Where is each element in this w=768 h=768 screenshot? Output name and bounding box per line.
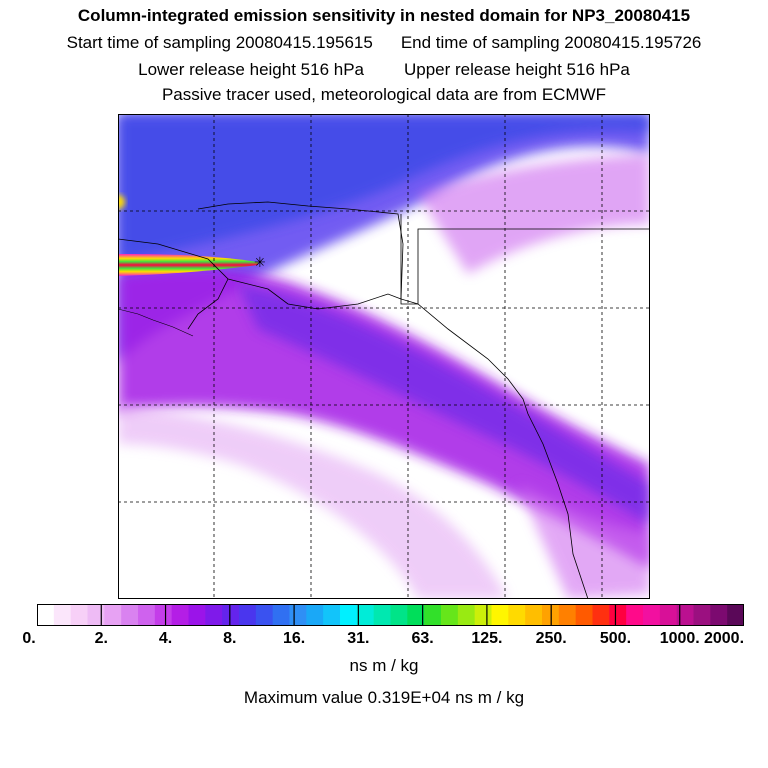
- colorbar-tick-label: 500.: [599, 630, 632, 647]
- colorbar-swatch: [87, 604, 105, 626]
- colorbar-tick-label: 31.: [347, 630, 370, 647]
- colorbar: [37, 604, 744, 626]
- plume-northeast: [418, 154, 650, 274]
- colorbar-swatch: [306, 604, 324, 626]
- colorbar-swatch: [525, 604, 543, 626]
- edge-hotspot: [118, 195, 125, 209]
- colorbar-swatch: [626, 604, 644, 626]
- colorbar-swatch: [424, 604, 442, 626]
- colorbar-swatch: [710, 604, 728, 626]
- colorbar-swatch: [609, 604, 627, 626]
- colorbar-swatch: [592, 604, 610, 626]
- sensitivity-map: ✳: [118, 114, 650, 599]
- release-heights: Lower release height 516 hPa Upper releas…: [0, 60, 768, 80]
- colorbar-tick-label: 1000.: [659, 630, 700, 647]
- colorbar-swatch: [373, 604, 391, 626]
- colorbar-swatch: [70, 604, 88, 626]
- colorbar-swatch: [407, 604, 425, 626]
- colorbar-swatch: [356, 604, 375, 626]
- colorbar-tick-label: 0.: [22, 630, 36, 647]
- colorbar-swatch: [121, 604, 139, 626]
- colorbar-swatch: [171, 604, 189, 626]
- colorbar-swatch: [104, 604, 122, 626]
- colorbar-tick-label: 250.: [535, 630, 567, 647]
- colorbar-swatch: [474, 604, 492, 626]
- colorbar-swatch: [323, 604, 341, 626]
- upper-release-label: Upper release height 516 hPa: [404, 60, 630, 79]
- colorbar-tick-label: 63.: [411, 630, 434, 647]
- border-line: [400, 214, 650, 305]
- colorbar-swatch: [390, 604, 408, 626]
- colorbar-swatch: [53, 604, 72, 626]
- colorbar-swatch: [255, 604, 274, 626]
- release-streak: [118, 254, 258, 276]
- maximum-value: Maximum value 0.319E+04 ns m / kg: [243, 688, 525, 707]
- map-frame: [118, 114, 650, 599]
- coastline-west: [118, 238, 402, 330]
- colorbar-swatch: [154, 604, 173, 626]
- colorbar-swatch: [693, 604, 711, 626]
- colorbar-swatch: [575, 604, 593, 626]
- plume-fringe: [118, 404, 508, 599]
- colorbar-swatch: [289, 604, 307, 626]
- plume-main: [118, 267, 650, 569]
- lower-release-label: Lower release height 516 hPa: [138, 60, 364, 79]
- colorbar-swatch: [441, 604, 459, 626]
- colorbar-swatch: [272, 604, 290, 626]
- colorbar-swatch: [676, 604, 694, 626]
- colorbar-swatch: [340, 604, 358, 626]
- sampling-times: Start time of sampling 20080415.195615 En…: [0, 33, 768, 53]
- end-time-label: End time of sampling 20080415.195726: [400, 33, 702, 52]
- release-site-marker: ✳: [254, 255, 266, 271]
- colorbar-swatch: [205, 604, 223, 626]
- colorbar-swatch: [188, 604, 206, 626]
- colorbar-unit: ns m / kg: [349, 656, 419, 675]
- plume-core: [238, 284, 650, 524]
- colorbar-tick-label: 2.: [94, 630, 108, 647]
- colorbar-swatch: [491, 604, 509, 626]
- colorbar-tick-label: 4.: [158, 630, 173, 647]
- colorbar-tick-label: 2000.: [703, 630, 745, 647]
- colorbar-swatch: [239, 604, 257, 626]
- colorbar-tick-label: 125.: [471, 630, 503, 647]
- colorbar-swatch: [457, 604, 476, 626]
- island-chain: [118, 308, 194, 337]
- plot-title: Column-integrated emission sensitivity i…: [77, 6, 691, 25]
- colorbar-frame: [37, 604, 744, 626]
- colorbar-tick-label: 16.: [282, 630, 306, 647]
- colorbar-swatch: [727, 604, 744, 626]
- start-time-label: Start time of sampling 20080415.195615: [66, 33, 373, 52]
- plume-south-tail: [518, 484, 650, 599]
- colorbar-swatch: [659, 604, 678, 626]
- plume-top-blue: [118, 114, 650, 264]
- colorbar-swatch: [138, 604, 156, 626]
- colorbar-swatch: [558, 604, 577, 626]
- colorbar-swatch: [222, 604, 240, 626]
- graticule: [118, 114, 650, 599]
- colorbar-swatch: [37, 604, 55, 626]
- colorbar-tick-label: 8.: [223, 630, 237, 647]
- tracer-note: Passive tracer used, meteorological data…: [161, 85, 607, 104]
- coastline: [197, 201, 589, 599]
- colorbar-ticks: 0. 2. 4. 8. 16. 31. 63. 125. 250. 500. 1000. 2000.: [0, 630, 768, 650]
- colorbar-swatch: [508, 604, 526, 626]
- colorbar-swatch: [643, 604, 661, 626]
